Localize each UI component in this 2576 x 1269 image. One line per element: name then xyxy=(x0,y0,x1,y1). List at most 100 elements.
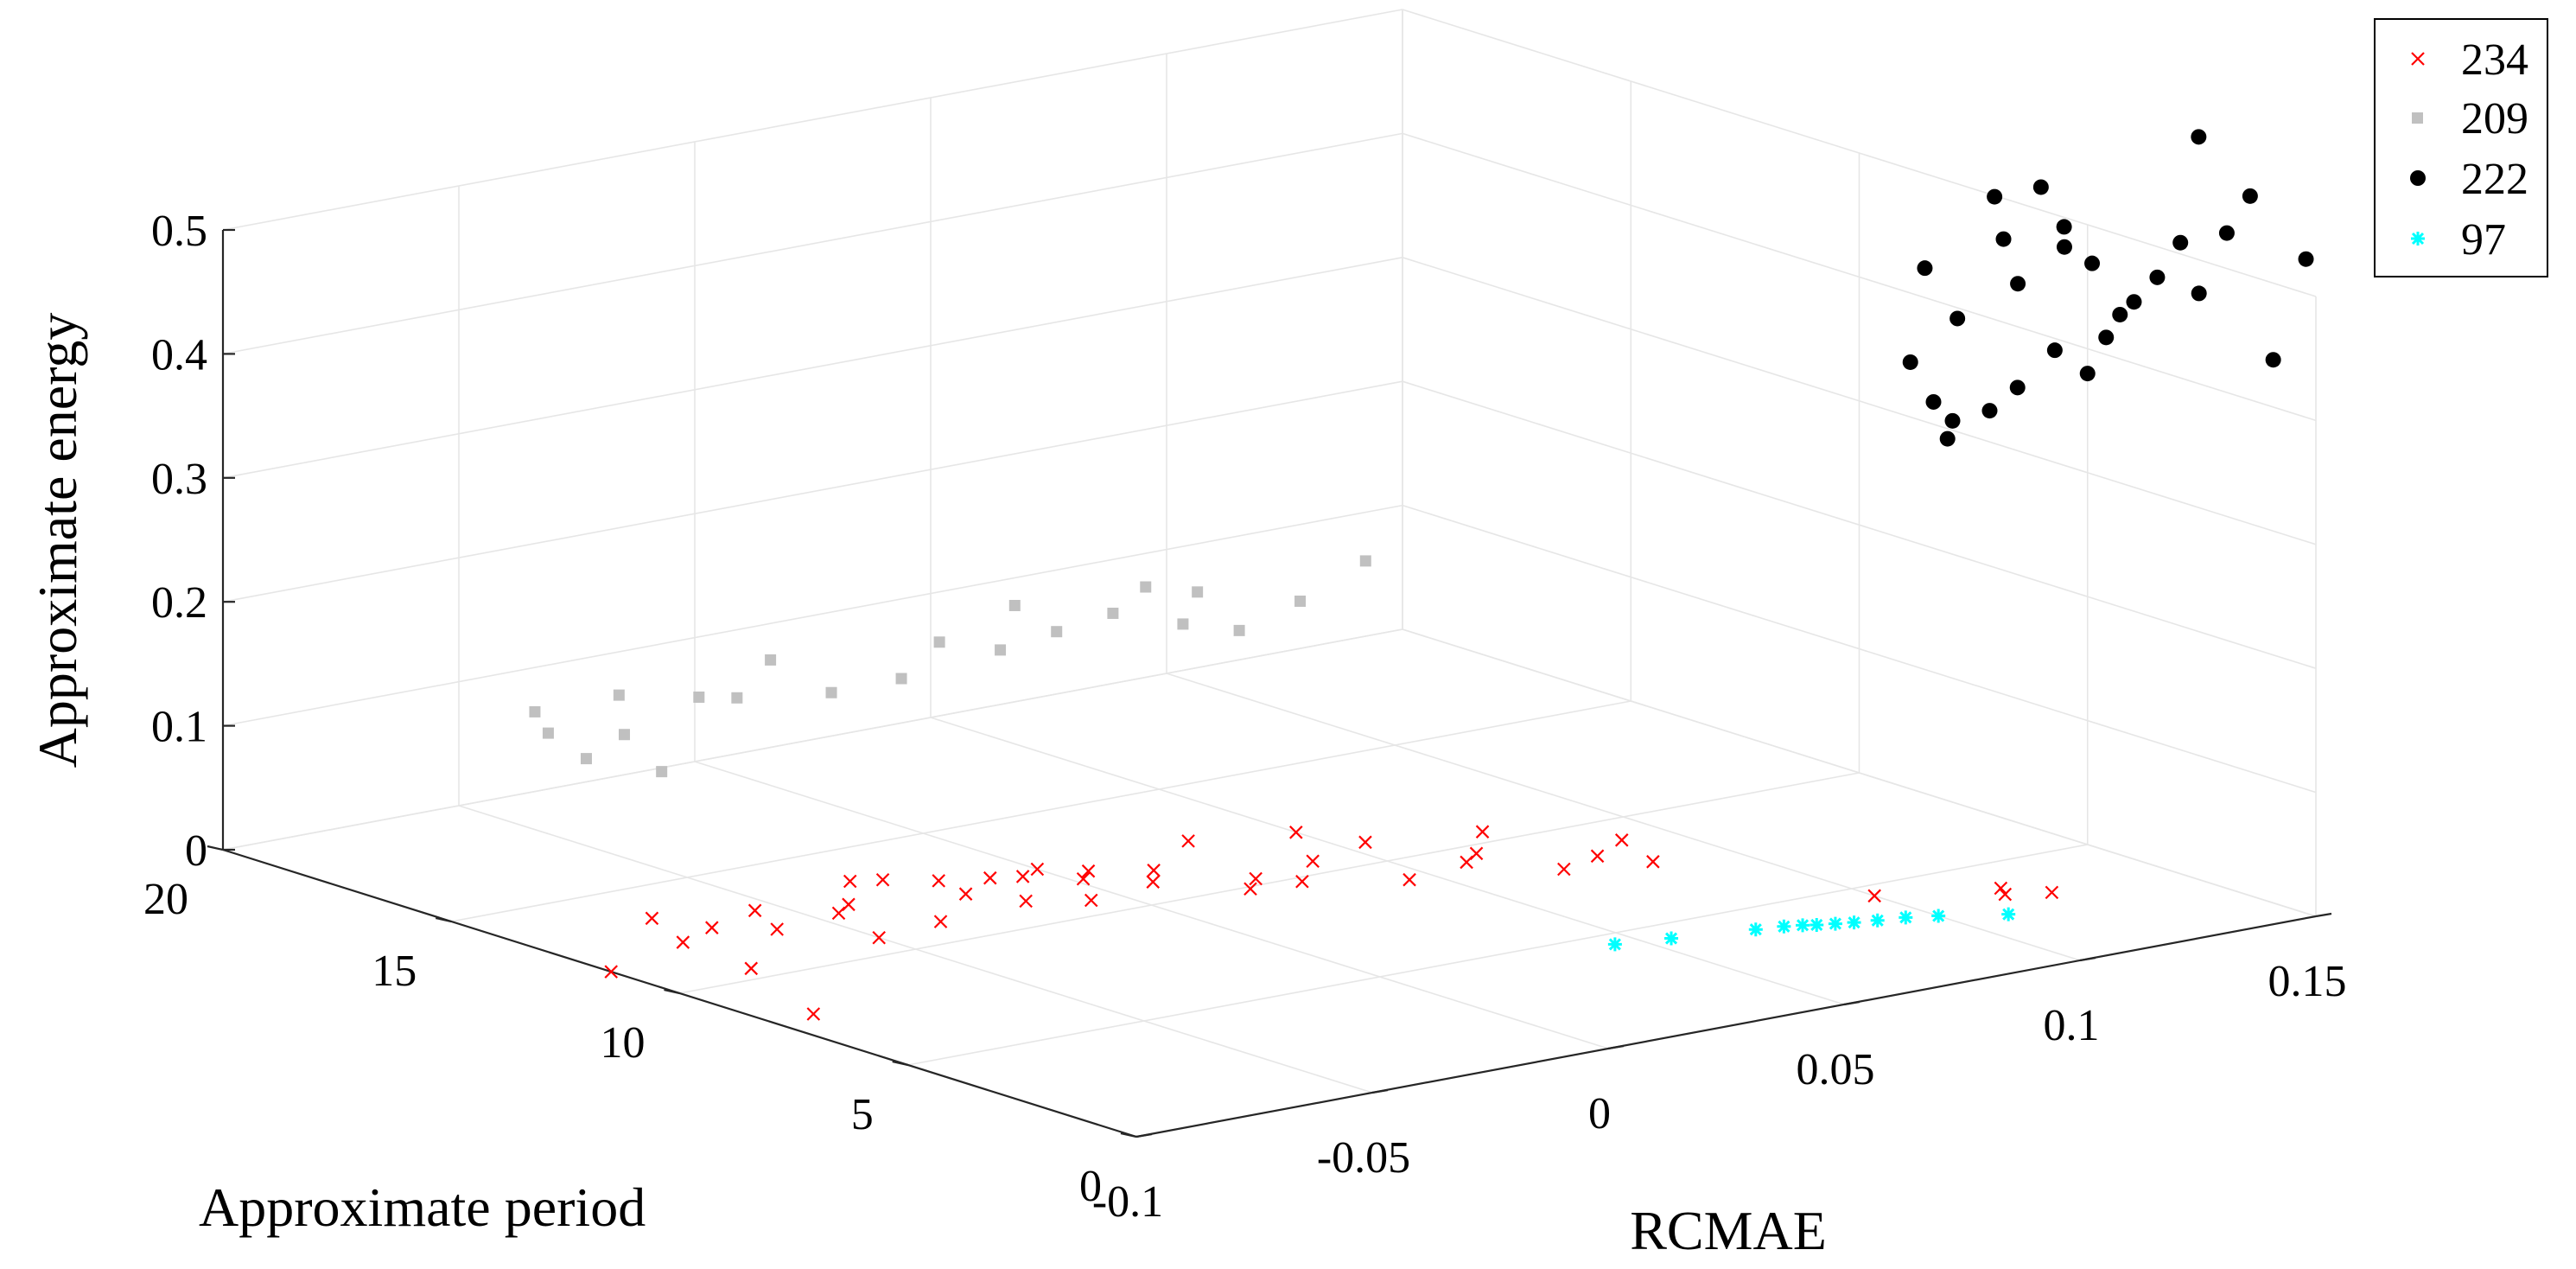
data-point-97[interactable] xyxy=(1796,918,1810,933)
data-point-209[interactable] xyxy=(731,692,743,704)
data-point-234[interactable] xyxy=(1015,870,1030,883)
data-point-222[interactable] xyxy=(1949,310,1966,327)
data-point-222[interactable] xyxy=(1987,188,2003,205)
data-point-209[interactable] xyxy=(542,727,554,739)
data-point-209[interactable] xyxy=(895,673,907,685)
data-point-222[interactable] xyxy=(2126,294,2142,310)
data-point-234[interactable] xyxy=(1289,826,1303,839)
data-point-234[interactable] xyxy=(770,922,784,936)
data-point-234[interactable] xyxy=(1402,872,1416,887)
data-point-222[interactable] xyxy=(2172,234,2189,251)
data-point-234[interactable] xyxy=(747,903,762,918)
data-point-209[interactable] xyxy=(765,654,777,666)
data-point-234[interactable] xyxy=(1243,882,1257,896)
data-point-209[interactable] xyxy=(933,636,945,648)
data-point-97[interactable] xyxy=(1870,913,1885,928)
data-point-97[interactable] xyxy=(1607,937,1622,952)
data-point-234[interactable] xyxy=(872,930,886,945)
data-point-209[interactable] xyxy=(1233,624,1245,636)
data-point-234[interactable] xyxy=(676,935,690,949)
data-point-97[interactable] xyxy=(1847,915,1861,930)
data-point-234[interactable] xyxy=(1030,862,1045,877)
data-point-209[interactable] xyxy=(1359,555,1371,567)
data-point-222[interactable] xyxy=(2149,269,2166,285)
data-point-222[interactable] xyxy=(2191,285,2207,302)
data-point-234[interactable] xyxy=(1994,881,2008,896)
data-point-209[interactable] xyxy=(1177,618,1189,630)
data-point-234[interactable] xyxy=(1646,855,1660,869)
data-point-222[interactable] xyxy=(2084,255,2101,271)
data-point-234[interactable] xyxy=(843,874,857,889)
data-point-209[interactable] xyxy=(825,686,837,698)
data-point-222[interactable] xyxy=(2056,239,2072,255)
data-point-209[interactable] xyxy=(1051,626,1063,638)
data-point-234[interactable] xyxy=(1867,889,1881,903)
data-point-234[interactable] xyxy=(958,887,973,901)
data-point-234[interactable] xyxy=(1469,846,1484,861)
data-point-97[interactable] xyxy=(1931,909,1946,923)
data-point-234[interactable] xyxy=(875,872,890,887)
data-point-234[interactable] xyxy=(1306,854,1320,869)
data-point-222[interactable] xyxy=(2191,129,2207,145)
data-point-209[interactable] xyxy=(1140,581,1152,593)
legend-item-234[interactable]: 234 xyxy=(2411,35,2528,85)
data-point-234[interactable] xyxy=(1019,894,1033,909)
data-point-234[interactable] xyxy=(1147,864,1161,877)
data-point-209[interactable] xyxy=(656,766,668,778)
data-point-234[interactable] xyxy=(842,897,855,912)
data-point-209[interactable] xyxy=(1294,595,1307,607)
legend-item-222[interactable]: 222 xyxy=(2410,155,2528,204)
data-point-222[interactable] xyxy=(2298,251,2314,267)
data-point-222[interactable] xyxy=(2242,188,2258,204)
data-point-234[interactable] xyxy=(604,965,619,979)
data-point-97[interactable] xyxy=(1899,910,1913,925)
data-point-97[interactable] xyxy=(1777,919,1791,934)
data-point-222[interactable] xyxy=(2009,379,2026,396)
data-point-209[interactable] xyxy=(619,729,631,741)
data-point-209[interactable] xyxy=(580,753,592,765)
data-point-97[interactable] xyxy=(1828,916,1842,931)
data-point-234[interactable] xyxy=(1249,871,1263,886)
data-point-222[interactable] xyxy=(2010,276,2026,292)
data-point-209[interactable] xyxy=(1192,586,1204,598)
data-point-222[interactable] xyxy=(2056,219,2072,235)
data-point-234[interactable] xyxy=(1295,874,1309,889)
data-point-234[interactable] xyxy=(1614,833,1629,847)
data-point-234[interactable] xyxy=(1181,834,1195,848)
data-point-234[interactable] xyxy=(1358,835,1372,850)
data-point-234[interactable] xyxy=(1590,849,1605,864)
data-point-97[interactable] xyxy=(2001,907,2016,921)
data-point-222[interactable] xyxy=(2098,329,2115,346)
data-point-234[interactable] xyxy=(933,915,948,928)
data-point-234[interactable] xyxy=(1557,862,1571,877)
data-point-234[interactable] xyxy=(983,870,997,885)
data-point-222[interactable] xyxy=(1944,412,1961,429)
data-point-222[interactable] xyxy=(2032,179,2049,195)
data-point-222[interactable] xyxy=(2265,352,2281,368)
data-point-222[interactable] xyxy=(2079,366,2096,382)
data-point-234[interactable] xyxy=(932,874,946,888)
data-point-209[interactable] xyxy=(613,689,625,701)
data-point-234[interactable] xyxy=(806,1007,821,1021)
data-point-234[interactable] xyxy=(645,911,659,926)
legend-item-97[interactable]: 97 xyxy=(2411,215,2506,265)
data-point-234[interactable] xyxy=(1998,887,2013,902)
data-point-97[interactable] xyxy=(1748,922,1763,937)
data-point-97[interactable] xyxy=(1810,917,1824,932)
data-point-234[interactable] xyxy=(1146,875,1161,889)
data-point-234[interactable] xyxy=(1084,893,1098,908)
data-point-234[interactable] xyxy=(744,961,759,976)
data-point-234[interactable] xyxy=(1081,864,1096,878)
data-point-209[interactable] xyxy=(1107,607,1119,619)
data-point-209[interactable] xyxy=(995,644,1007,656)
data-point-234[interactable] xyxy=(1076,871,1091,886)
data-point-234[interactable] xyxy=(705,921,719,934)
data-point-222[interactable] xyxy=(1995,231,2012,247)
data-point-222[interactable] xyxy=(2218,225,2235,241)
data-point-222[interactable] xyxy=(1925,393,1942,410)
legend-item-209[interactable]: 209 xyxy=(2412,94,2528,143)
data-point-209[interactable] xyxy=(693,691,705,703)
data-point-222[interactable] xyxy=(1917,260,1933,277)
data-point-222[interactable] xyxy=(1939,430,1956,447)
data-point-222[interactable] xyxy=(1902,354,1918,370)
